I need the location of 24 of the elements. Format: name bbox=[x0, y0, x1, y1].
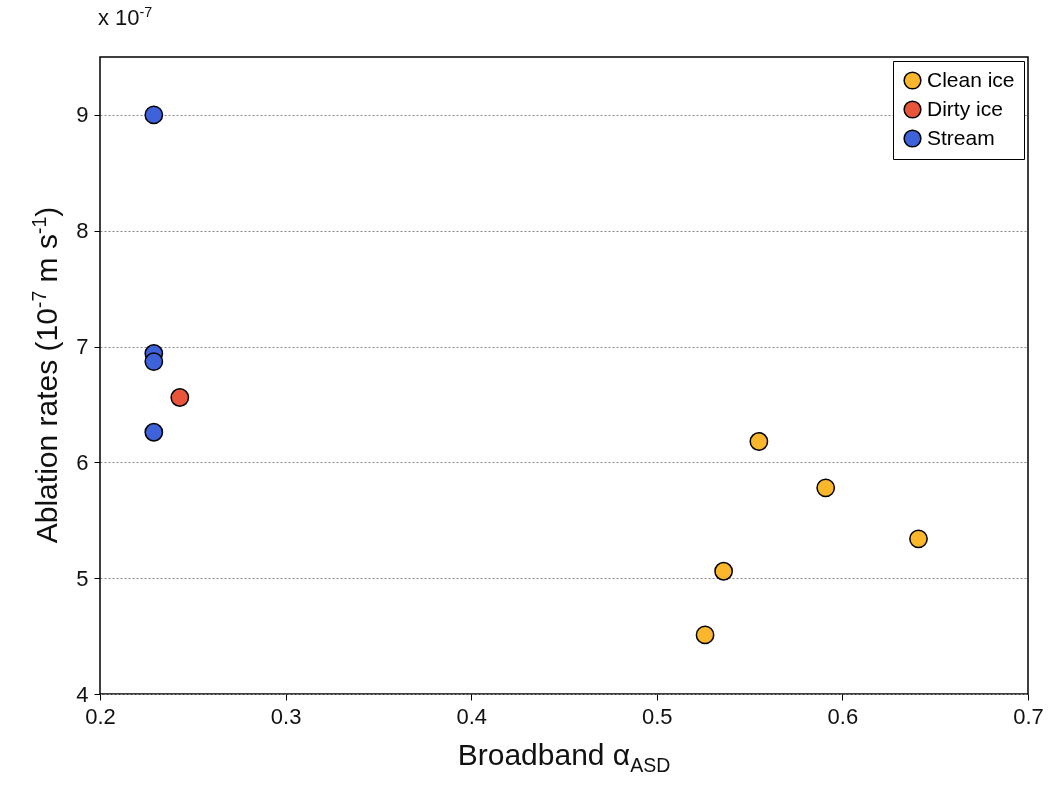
x-tick-label: 0.7 bbox=[1013, 703, 1044, 729]
y-tick-label: 6 bbox=[76, 449, 89, 475]
point bbox=[909, 529, 928, 549]
x-axis-title: Broadband α$_{ASD}$ bbox=[456, 738, 672, 777]
point bbox=[170, 388, 190, 407]
point bbox=[144, 422, 164, 442]
y-tick-label: 8 bbox=[76, 218, 89, 244]
legend-label: Clean ice bbox=[927, 67, 1015, 91]
legend-label: Dirty ice bbox=[927, 96, 1003, 120]
x-tick-label: 0.4 bbox=[456, 703, 487, 729]
point bbox=[749, 432, 769, 451]
y-tick-label: 7 bbox=[76, 334, 89, 360]
point bbox=[144, 352, 164, 371]
point bbox=[714, 561, 734, 581]
x-tick-label: 0.3 bbox=[270, 703, 302, 729]
y-tick-label: 5 bbox=[76, 565, 89, 591]
legend-label: Stream bbox=[927, 125, 995, 149]
text: x 10$^{-7}$ bbox=[98, 4, 153, 32]
point bbox=[695, 625, 715, 645]
point bbox=[816, 478, 836, 498]
point bbox=[144, 105, 164, 125]
x-tick-label: 0.5 bbox=[642, 703, 673, 729]
x-tick-label: 0.6 bbox=[827, 703, 859, 729]
y-tick-label: 9 bbox=[76, 102, 89, 128]
